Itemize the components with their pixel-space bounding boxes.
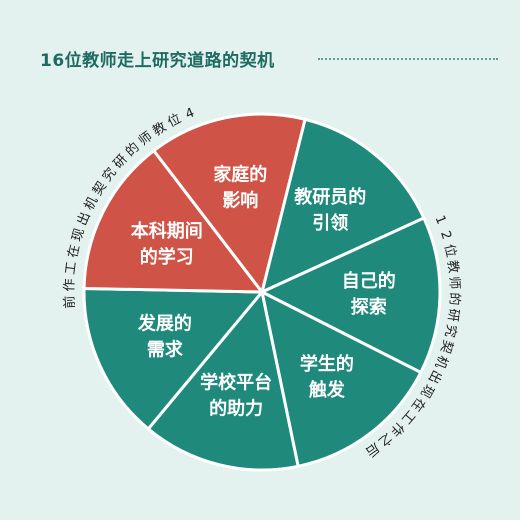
svg-text:1: 1 bbox=[432, 213, 449, 226]
svg-text:出: 出 bbox=[425, 367, 444, 385]
slice-label: 学校平台的助力 bbox=[200, 372, 272, 420]
pie-slice bbox=[259, 117, 426, 295]
svg-text:2: 2 bbox=[437, 229, 454, 241]
pie-slice bbox=[258, 215, 442, 375]
svg-text:教: 教 bbox=[444, 259, 462, 274]
svg-text:契: 契 bbox=[437, 338, 455, 355]
svg-text:工: 工 bbox=[63, 261, 80, 276]
svg-text:在: 在 bbox=[66, 243, 83, 259]
page-title: 16位教师走上研究道路的契机 bbox=[40, 51, 275, 71]
slice-label: 教研员的引领 bbox=[294, 186, 366, 234]
svg-text:契: 契 bbox=[90, 179, 110, 198]
svg-text:究: 究 bbox=[441, 323, 458, 339]
svg-text:机: 机 bbox=[82, 194, 101, 212]
pie-slice bbox=[146, 288, 300, 472]
svg-text:研: 研 bbox=[444, 308, 460, 323]
svg-text:出: 出 bbox=[75, 210, 94, 228]
slice-label: 发展的需求 bbox=[137, 312, 192, 360]
svg-text:教: 教 bbox=[150, 119, 170, 139]
pie-slice bbox=[259, 289, 423, 469]
slice-label: 本科期间的学习 bbox=[131, 220, 203, 268]
svg-text:的: 的 bbox=[446, 292, 462, 306]
slice-label: 家庭的影响 bbox=[213, 163, 267, 211]
pie-slice bbox=[82, 286, 266, 432]
svg-text:机: 机 bbox=[432, 353, 451, 371]
svg-text:师: 师 bbox=[136, 129, 155, 149]
svg-text:师: 师 bbox=[446, 276, 462, 290]
pie-slice bbox=[82, 148, 266, 294]
svg-text:作: 作 bbox=[62, 278, 77, 292]
svg-text:4: 4 bbox=[183, 105, 196, 122]
svg-text:位: 位 bbox=[165, 111, 183, 130]
svg-text:位: 位 bbox=[441, 243, 458, 259]
svg-text:前: 前 bbox=[61, 295, 78, 309]
svg-text:现: 现 bbox=[70, 227, 88, 244]
slice-label: 学生的触发 bbox=[300, 353, 354, 401]
slice-label: 自己的探索 bbox=[342, 270, 396, 318]
pie-slice bbox=[151, 112, 307, 296]
title-divider bbox=[318, 58, 498, 60]
